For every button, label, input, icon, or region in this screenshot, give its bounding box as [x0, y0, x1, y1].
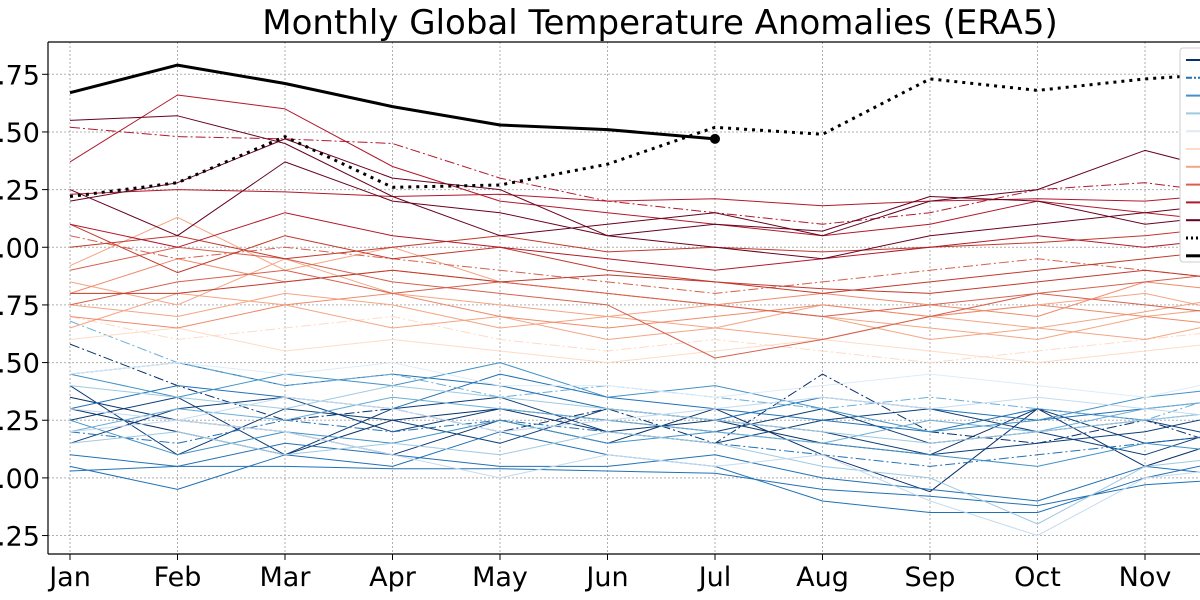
series-line-red	[70, 269, 1200, 294]
series-line-red	[69, 235, 1200, 294]
series-line-light-red	[69, 292, 1200, 340]
series-line-light-blue	[69, 362, 1200, 433]
series-line-red	[69, 269, 1200, 317]
series-line-mid-blue	[69, 465, 1200, 507]
series-line-light-blue	[69, 320, 1200, 421]
series-line-pale	[69, 327, 1200, 364]
series-line-light-blue	[69, 431, 1200, 525]
grid-layer	[48, 42, 1200, 554]
series-line-dark-red	[69, 126, 1200, 225]
series-line-dark-blue	[69, 385, 1200, 456]
series-line-dark-red	[69, 212, 1200, 271]
series-line-light-blue	[69, 419, 1200, 536]
y-tick-label: .75	[0, 291, 40, 322]
x-tick-label: Feb	[154, 562, 202, 593]
series-line-dark-red	[69, 189, 1200, 207]
series-line-pale	[69, 316, 1200, 364]
series-line-darkest-red	[69, 115, 1200, 237]
x-tick-label: Jun	[584, 562, 628, 593]
x-tick-label: Mar	[260, 562, 312, 593]
series-line-light-blue	[69, 396, 1200, 433]
legend-box	[1179, 47, 1200, 263]
x-tick-label: May	[472, 562, 528, 593]
series-line-pale	[69, 362, 1200, 398]
x-tick-label: Oct	[1014, 562, 1061, 593]
series-line-dark-red	[69, 94, 1200, 237]
y-tick-label: .50	[0, 349, 40, 380]
x-axis-ticks: Jan Feb Mar Apr May Jun Jul Aug Sep Oct Nov	[47, 554, 1171, 593]
series-line-mid-blue	[69, 442, 1200, 502]
y-tick-label: .00	[0, 464, 40, 495]
legend[interactable]	[1179, 47, 1200, 263]
series-line-red	[69, 246, 1200, 359]
y-tick-label: .25	[0, 176, 40, 207]
highlight-series	[69, 63, 1200, 198]
series-line-darkest-red	[69, 138, 1200, 260]
axes-frame	[47, 41, 1200, 555]
dotted-series-line	[69, 73, 1200, 198]
y-tick-label: .25	[0, 406, 40, 437]
series-line-light-blue	[69, 396, 1200, 444]
x-tick-label: Aug	[796, 562, 849, 593]
y-tick-label: .25	[0, 522, 40, 553]
series-line-light-red	[69, 292, 1200, 340]
x-tick-label: Jul	[697, 562, 732, 593]
series-end-marker	[710, 133, 720, 144]
x-tick-label: Apr	[369, 562, 417, 593]
y-tick-label: .00	[0, 233, 40, 264]
background-series	[69, 94, 1200, 536]
series-line-red	[69, 223, 1200, 294]
series-line-light-red	[69, 292, 1200, 329]
series-line-red	[69, 229, 1200, 260]
y-tick-label: .75	[0, 60, 40, 91]
x-tick-label: Nov	[1119, 562, 1172, 593]
series-line-light-red	[69, 258, 1200, 329]
series-line-mid-blue	[69, 373, 1200, 433]
x-tick-label: Jan	[47, 562, 91, 593]
y-axis-ticks: .25 .00 .25 .50 .75 .00 .25 .50 .75	[0, 60, 48, 553]
series-line-darkest-red	[69, 161, 1200, 237]
series-line-light-red	[69, 258, 1200, 317]
solid-series-line	[69, 63, 716, 141]
y-tick-label: .50	[0, 118, 40, 149]
x-tick-label: Sep	[905, 562, 956, 593]
chart-title: Monthly Global Temperature Anomalies (ER…	[262, 3, 1057, 43]
series-line-dark-blue	[69, 343, 1200, 444]
